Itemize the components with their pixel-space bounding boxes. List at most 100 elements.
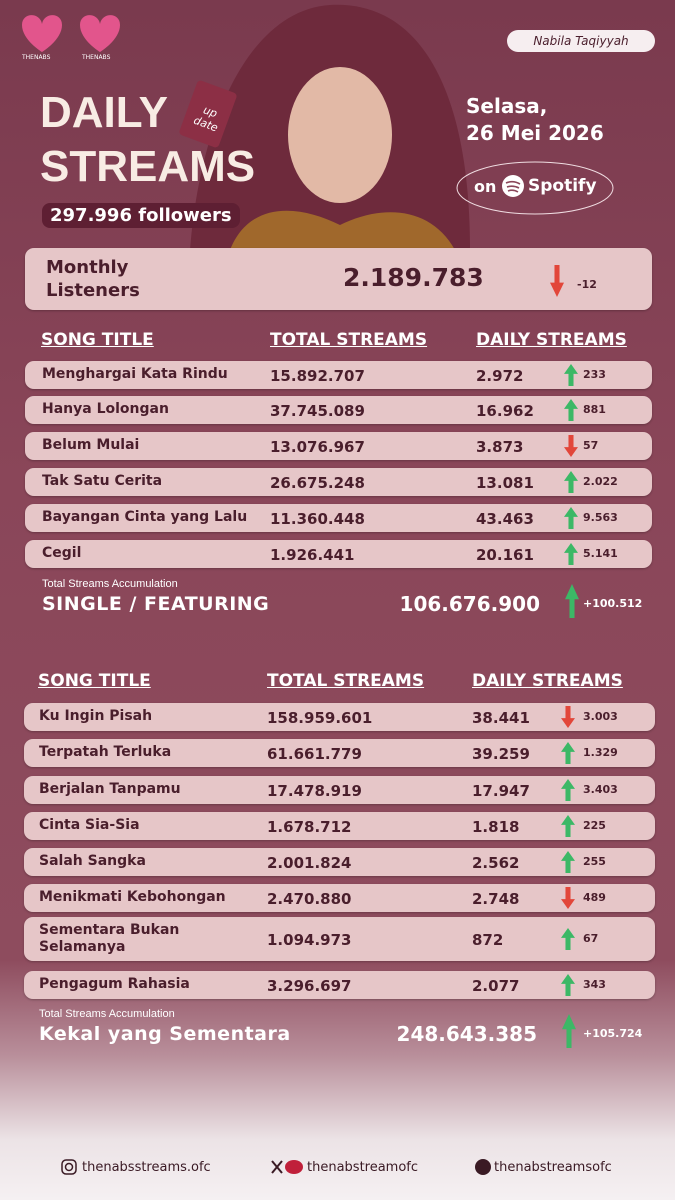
total-streams: 1.678.712	[267, 818, 352, 836]
song-row	[24, 776, 655, 804]
arrow-shape	[561, 706, 575, 728]
arrow-shape	[561, 742, 575, 764]
arrow-shape	[561, 974, 575, 996]
arrow-shape	[561, 887, 575, 909]
arrow-shape	[561, 851, 575, 873]
arrow-shape	[561, 928, 575, 950]
song-row	[24, 917, 655, 961]
daily-change: 225	[583, 819, 606, 832]
song-title: Terpatah Terluka	[39, 744, 172, 760]
song-title: Menghargai Kata Rindu	[42, 366, 228, 382]
song-row	[24, 848, 655, 876]
daily-streams: 2.562	[472, 854, 520, 872]
daily-streams: 2.748	[472, 890, 520, 908]
song-row	[25, 361, 652, 389]
daily-change: 57	[583, 439, 599, 452]
monthly-box	[25, 248, 652, 310]
daily-change: 3.403	[583, 783, 618, 796]
total-streams: 1.094.973	[267, 931, 352, 949]
trend-arrow	[561, 974, 575, 1000]
trend-arrow	[561, 706, 575, 732]
trend-arrow	[561, 815, 575, 841]
instagram-handle: thenabsstreams.ofc	[82, 1160, 211, 1175]
column-header: TOTAL STREAMS	[267, 671, 425, 691]
trend-arrow	[564, 471, 578, 497]
arrow-shape	[564, 543, 578, 565]
total-label: Total Streams Accumulation	[42, 578, 178, 590]
total-streams: 2.470.880	[267, 890, 352, 908]
song-title: Pengagum Rahasia	[39, 976, 190, 992]
song-title: Berjalan Tanpamu	[39, 781, 181, 797]
total-streams: 15.892.707	[270, 367, 365, 385]
date: 26 Mei 2026	[466, 121, 604, 145]
header-art	[22, 4, 614, 250]
arrow-shape	[561, 779, 575, 801]
trend-arrow	[562, 1014, 576, 1052]
photo-face	[288, 67, 392, 203]
song-row	[25, 504, 652, 532]
song-title: Cegil	[42, 545, 82, 561]
daily-streams: 2.972	[476, 367, 524, 385]
arrow-shape	[564, 435, 578, 457]
photo-scarf	[230, 210, 455, 250]
daily-change: 67	[583, 932, 599, 945]
trend-arrow	[561, 887, 575, 913]
x-handle: thenabstreamofc	[307, 1160, 419, 1175]
monthly-label: Monthly Listeners	[46, 257, 140, 301]
daily-streams: 17.947	[472, 782, 530, 800]
day: Selasa,	[466, 94, 548, 118]
column-header: SONG TITLE	[41, 330, 154, 350]
song-row	[24, 884, 655, 912]
trend-arrow	[561, 742, 575, 768]
song-title: Hanya Lolongan	[42, 401, 169, 417]
daily-streams: 20.161	[476, 546, 534, 564]
song-row	[24, 703, 655, 731]
total-streams: 2.001.824	[267, 854, 352, 872]
daily-streams: 2.077	[472, 977, 520, 995]
song-title: Bayangan Cinta yang Lalu	[42, 509, 248, 525]
collection-change: +100.512	[583, 597, 643, 610]
arrow-shape	[562, 1014, 576, 1048]
daily-streams: 39.259	[472, 745, 530, 763]
song-row	[25, 468, 652, 496]
trend-arrow	[564, 507, 578, 533]
total-streams: 3.296.697	[267, 977, 352, 995]
arrow-shape	[561, 815, 575, 837]
total-streams: 13.076.967	[270, 438, 365, 456]
title-line: DAILY	[40, 88, 168, 137]
monthly-change: -12	[577, 278, 597, 291]
logo-text: THENABS	[82, 54, 111, 61]
tiktok-handle: thenabstreamsofc	[494, 1160, 612, 1175]
collection-total: 248.643.385	[396, 1022, 537, 1046]
total-streams: 158.959.601	[267, 709, 373, 727]
song-title: Cinta Sia-Sia	[39, 817, 140, 833]
arrow-shape	[564, 364, 578, 386]
column-header: TOTAL STREAMS	[270, 330, 428, 350]
daily-change: 489	[583, 891, 606, 904]
collection-change: +105.724	[583, 1027, 643, 1040]
arrow-shape	[564, 507, 578, 529]
trend-arrow	[564, 543, 578, 569]
column-header: DAILY STREAMS	[472, 671, 623, 691]
trend-arrow	[564, 399, 578, 425]
platform: Spotify	[528, 176, 597, 196]
total-streams: 11.360.448	[270, 510, 365, 528]
daily-change: 233	[583, 368, 606, 381]
daily-streams: 1.818	[472, 818, 520, 836]
song-title: Ku Ingin Pisah	[39, 708, 153, 724]
collection-name: Kekal yang Sementara	[39, 1023, 291, 1045]
song-row	[25, 540, 652, 568]
daily-change: 2.022	[583, 475, 618, 488]
artist-pill: Nabila Taqiyyah	[507, 30, 655, 52]
arrow-shape	[564, 471, 578, 493]
total-label: Total Streams Accumulation	[39, 1008, 175, 1020]
daily-change: 255	[583, 855, 606, 868]
daily-change: 881	[583, 403, 606, 416]
daily-streams: 3.873	[476, 438, 524, 456]
title-line: STREAMS	[40, 142, 256, 191]
spotify-ring	[456, 161, 614, 215]
logo-heart	[80, 15, 120, 52]
daily-streams: 43.463	[476, 510, 534, 528]
followers: 297.996 followers	[42, 203, 240, 228]
